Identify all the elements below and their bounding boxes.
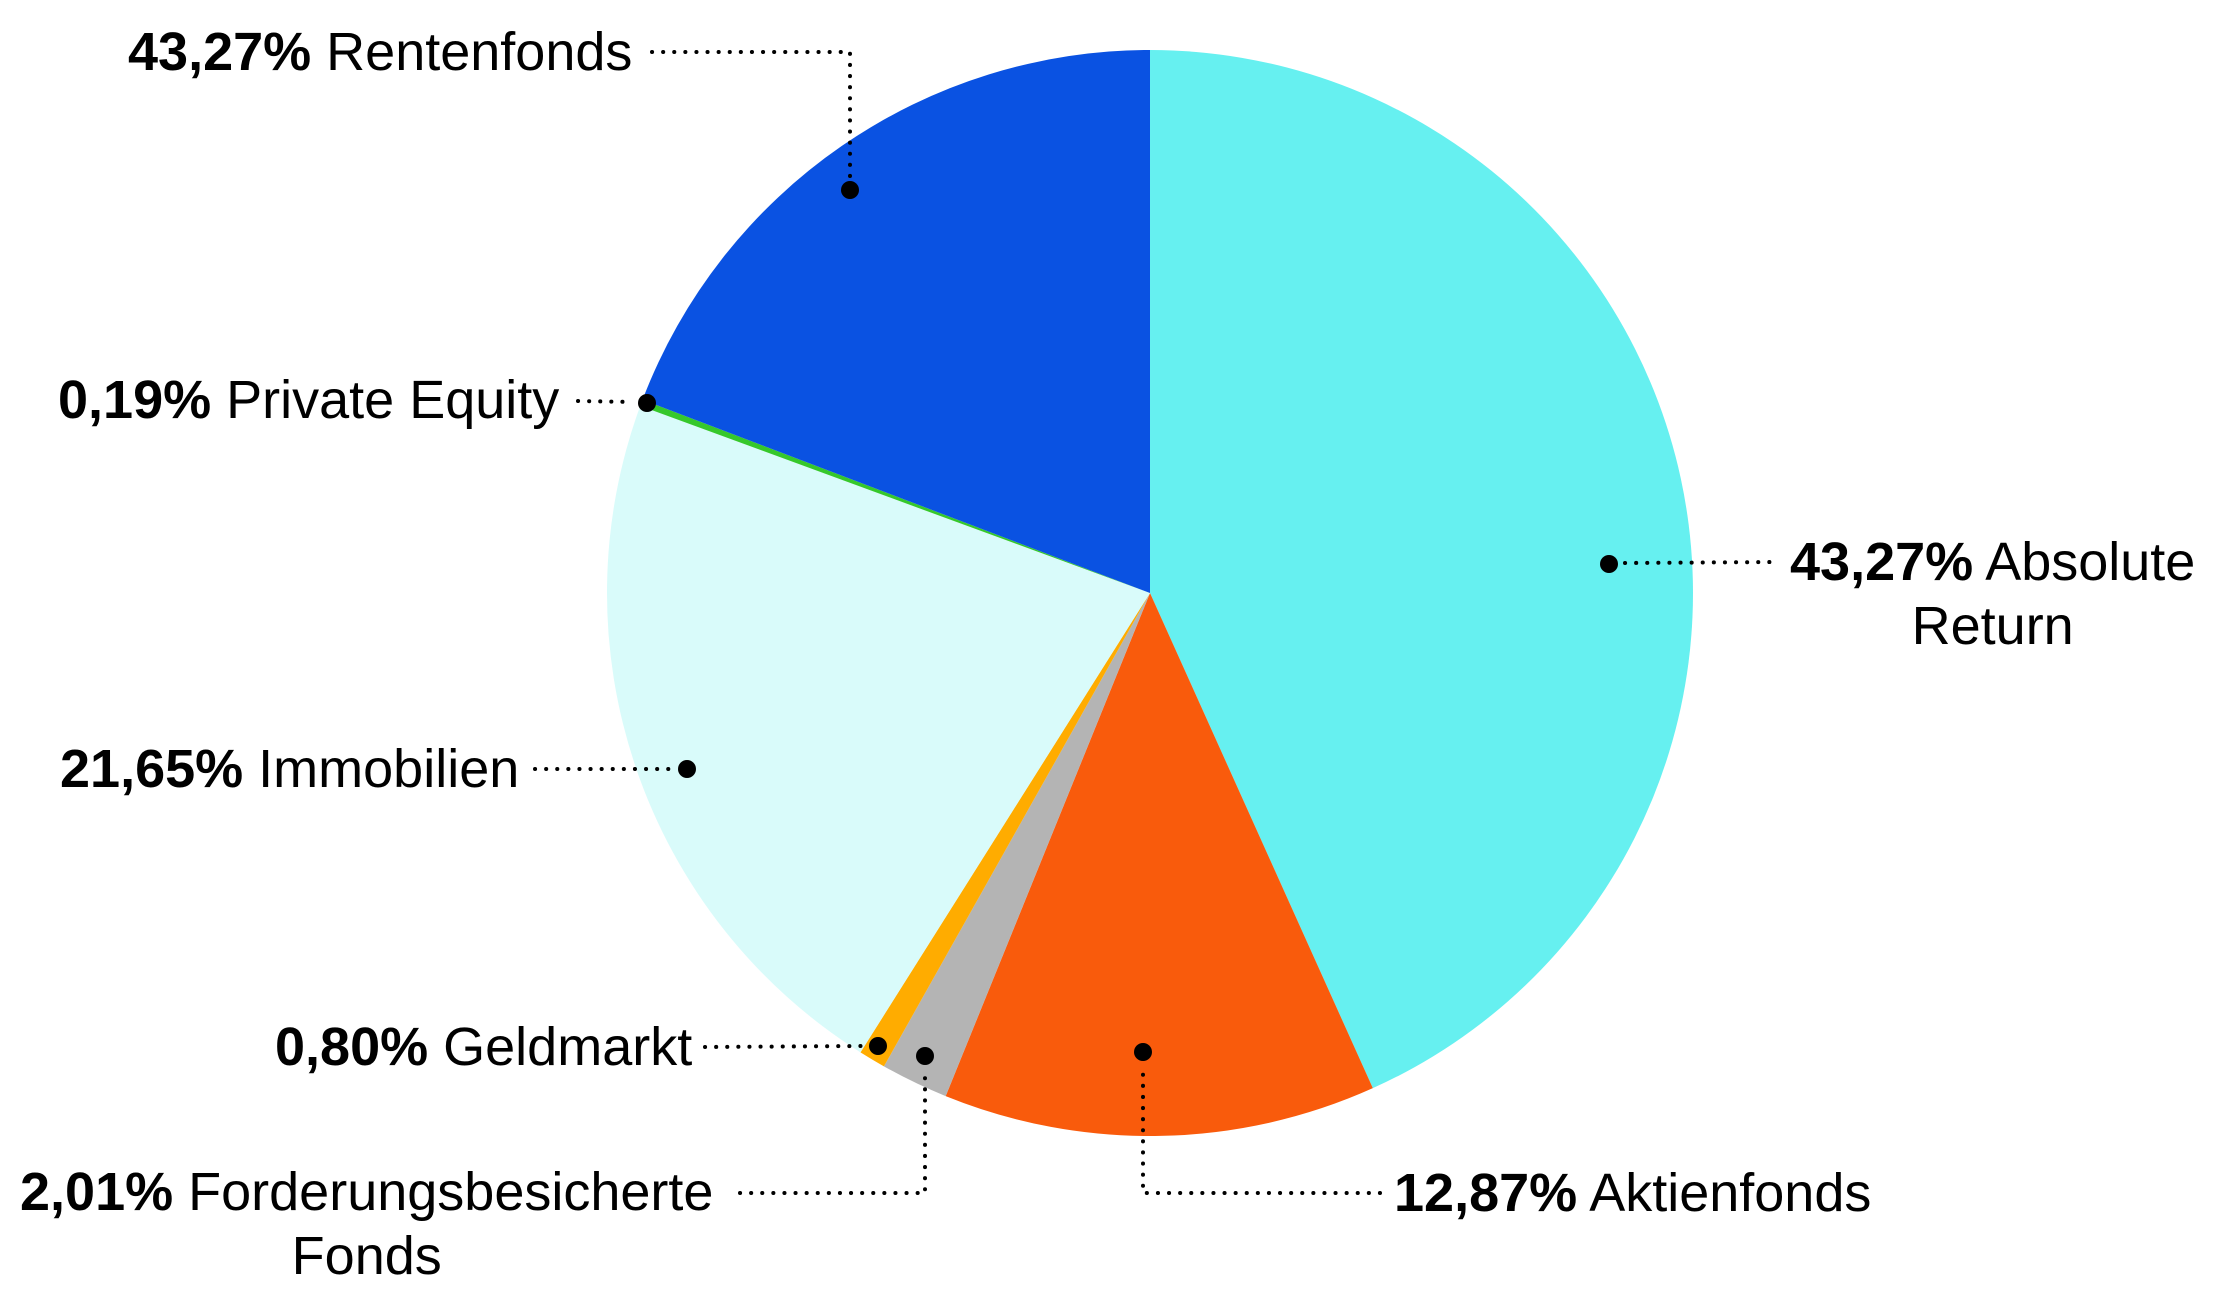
label-rentenfonds-percent: 43,27%	[128, 22, 312, 82]
label-immobilien-name: Immobilien	[258, 739, 520, 799]
leader-dots	[638, 181, 1618, 1065]
leader-dot-geldmarkt	[869, 1037, 887, 1055]
label-forderungsbesicherte-fonds-name-line2: Fonds	[291, 1226, 442, 1286]
leader-line-private-equity	[576, 399, 635, 404]
pie-slices	[607, 50, 1693, 1136]
leader-dot-aktienfonds	[1134, 1043, 1152, 1061]
label-rentenfonds: 43,27% Rentenfonds	[128, 20, 632, 84]
label-aktienfonds-percent: 12,87%	[1394, 1163, 1578, 1223]
label-aktienfonds-name: Aktienfonds	[1589, 1163, 1872, 1223]
label-aktienfonds: 12,87% Aktienfonds	[1394, 1161, 1871, 1225]
leader-line-rentenfonds	[650, 50, 852, 178]
label-rentenfonds-name: Rentenfonds	[326, 22, 633, 82]
leader-line-geldmarkt	[703, 1044, 864, 1049]
pie-slice-forderungsbesicherte-fonds	[883, 593, 1150, 1097]
leader-line-absolute-return	[1623, 560, 1780, 565]
label-absolute-return-percent: 43,27%	[1790, 532, 1974, 592]
leader-dot-immobilien	[678, 760, 696, 778]
label-private-equity-percent: 0,19%	[58, 370, 212, 430]
label-forderungsbesicherte-fonds-percent: 2,01%	[20, 1162, 174, 1222]
label-absolute-return-name-line2: Return	[1911, 596, 2074, 656]
label-absolute-return: 43,27% Absolute Return	[1790, 530, 2195, 658]
leader-lines	[533, 50, 1780, 1195]
label-geldmarkt-percent: 0,80%	[275, 1017, 429, 1077]
label-geldmarkt: 0,80% Geldmarkt	[275, 1015, 692, 1079]
label-private-equity: 0,19% Private Equity	[58, 368, 559, 432]
pie-slice-aktienfonds	[945, 593, 1373, 1136]
pie-slice-immobilien	[607, 405, 1150, 1053]
label-geldmarkt-name: Geldmarkt	[443, 1017, 693, 1077]
leader-dot-private-equity	[638, 394, 656, 412]
pie-slice-rentenfonds	[642, 50, 1150, 593]
label-forderungsbesicherte-fonds: 2,01% Forderungsbesicherte Fonds	[20, 1160, 713, 1288]
label-immobilien: 21,65% Immobilien	[60, 737, 519, 801]
leader-dot-absolute-return	[1600, 555, 1618, 573]
leader-dot-rentenfonds	[841, 181, 859, 199]
label-absolute-return-line1: 43,27% Absolute	[1790, 530, 2195, 594]
pie-slice-private-equity	[640, 399, 1150, 593]
label-forderungsbesicherte-fonds-line1: 2,01% Forderungsbesicherte	[20, 1160, 713, 1224]
pie-slice-geldmarkt	[860, 593, 1150, 1067]
pie-slice-absolute-return	[1150, 50, 1693, 1089]
leader-line-aktienfonds	[1141, 1066, 1382, 1195]
label-immobilien-percent: 21,65%	[60, 739, 244, 799]
leader-dot-forderungsbesicherte-fonds	[916, 1047, 934, 1065]
leader-line-forderungsbesicherte-fonds	[738, 1070, 927, 1195]
label-forderungsbesicherte-fonds-name: Forderungsbesicherte	[188, 1162, 714, 1222]
label-private-equity-name: Private Equity	[226, 370, 560, 430]
label-absolute-return-name: Absolute	[1985, 532, 2196, 592]
